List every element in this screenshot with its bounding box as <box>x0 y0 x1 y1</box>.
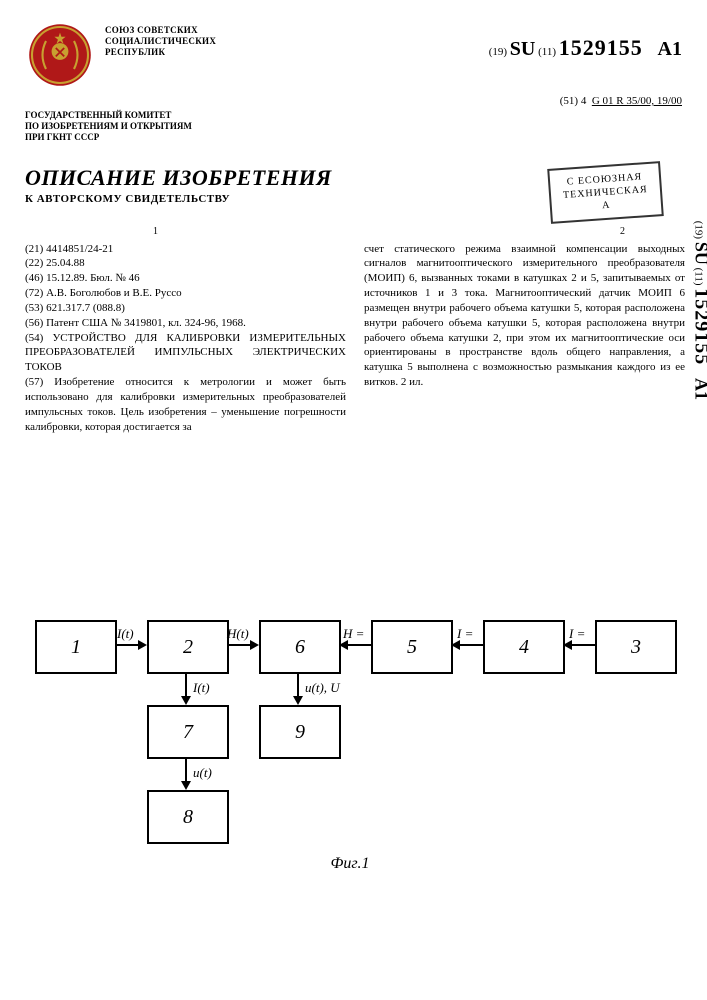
arrow-2-6 <box>227 644 251 646</box>
arrow-head-6-9 <box>293 696 303 705</box>
block-3: 3 <box>595 620 677 674</box>
field-72: (72) А.В. Боголюбов и В.Е. Руссо <box>25 286 346 301</box>
figure-caption: Фиг.1 <box>35 855 665 873</box>
block-6: 6 <box>259 620 341 674</box>
body-columns: 1 (21) 4414851/24-21 (22) 25.04.88 (46) … <box>25 225 685 434</box>
class-codes: G 01 R 35/00, 19/00 <box>592 95 682 107</box>
block-4: 4 <box>483 620 565 674</box>
label-H-eq: H = <box>343 626 364 642</box>
class-prefix: (51) 4 <box>560 95 587 107</box>
arrow-head-2-6 <box>250 640 259 650</box>
pub-country: SU <box>510 38 536 60</box>
label-I-t-1: I(t) <box>117 626 134 642</box>
side-pub-mid: (11) <box>692 268 704 286</box>
side-pub-suffix: A1 <box>691 378 707 400</box>
pub-number: 1529155 <box>559 35 643 60</box>
block-2: 2 <box>147 620 229 674</box>
label-u-t-U: u(t), U <box>305 680 340 696</box>
library-stamp: C ЕСОЮЗНАЯ ТЕХНИЧЕСКАЯ А <box>547 161 663 224</box>
col-number-2: 2 <box>364 225 685 239</box>
field-57: (57) Изобретение относится к метрологии … <box>25 375 346 434</box>
label-u-t: u(t) <box>193 765 212 781</box>
side-pub-number: 1529155 <box>690 288 707 365</box>
arrow-1-2 <box>115 644 139 646</box>
page: СОЮЗ СОВЕТСКИХ СОЦИАЛИСТИЧЕСКИХ РЕСПУБЛИ… <box>0 0 707 1000</box>
ipc-class: (51) 4 G 01 R 35/00, 19/00 <box>560 95 682 107</box>
publication-id: (19) SU (11) 1529155 A1 <box>489 35 682 61</box>
col-number-1: 1 <box>25 225 346 239</box>
pub-suffix: A1 <box>658 38 682 60</box>
block-5: 5 <box>371 620 453 674</box>
field-21: (21) 4414851/24-21 <box>25 242 346 257</box>
left-column: 1 (21) 4414851/24-21 (22) 25.04.88 (46) … <box>25 225 346 434</box>
label-I-eq-2: I = <box>569 626 585 642</box>
block-8: 8 <box>147 790 229 844</box>
side-pub-prefix: (19) <box>692 221 704 239</box>
arrow-2-7 <box>185 672 187 697</box>
side-publication-id: (19) SU (11) 1529155 A1 <box>689 221 707 400</box>
ussr-emblem-icon <box>25 20 95 90</box>
field-54: (54) УСТРОЙСТВО ДЛЯ КАЛИБРОВКИ ИЗМЕРИТЕЛ… <box>25 331 346 376</box>
arrow-5-6 <box>348 644 371 646</box>
field-22: (22) 25.04.88 <box>25 256 346 271</box>
abstract-continued: счет статического режима взаимной компен… <box>364 242 685 390</box>
arrow-head-2-7 <box>181 696 191 705</box>
label-H-t: H(t) <box>227 626 249 642</box>
block-1: 1 <box>35 620 117 674</box>
arrow-7-8 <box>185 757 187 782</box>
pub-mid: (11) <box>538 46 556 58</box>
arrow-head-7-8 <box>181 781 191 790</box>
field-46: (46) 15.12.89. Бюл. № 46 <box>25 271 346 286</box>
side-pub-country: SU <box>691 242 707 265</box>
block-7: 7 <box>147 705 229 759</box>
union-name: СОЮЗ СОВЕТСКИХ СОЦИАЛИСТИЧЕСКИХ РЕСПУБЛИ… <box>105 25 216 57</box>
arrow-6-9 <box>297 672 299 697</box>
pub-prefix: (19) <box>489 46 507 58</box>
label-I-t-2: I(t) <box>193 680 210 696</box>
committee-name: ГОСУДАРСТВЕННЫЙ КОМИТЕТ ПО ИЗОБРЕТЕНИЯМ … <box>25 110 192 142</box>
field-53: (53) 621.317.7 (088.8) <box>25 301 346 316</box>
label-I-eq-1: I = <box>457 626 473 642</box>
field-56: (56) Патент США № 3419801, кл. 324-96, 1… <box>25 316 346 331</box>
block-9: 9 <box>259 705 341 759</box>
arrow-4-5 <box>460 644 483 646</box>
right-column: 2 счет статического режима взаимной комп… <box>364 225 685 434</box>
arrow-head-1-2 <box>138 640 147 650</box>
block-diagram: 1 2 6 5 4 3 7 9 8 I(t) H(t) H = I = I = <box>35 600 665 860</box>
arrow-3-4 <box>572 644 595 646</box>
